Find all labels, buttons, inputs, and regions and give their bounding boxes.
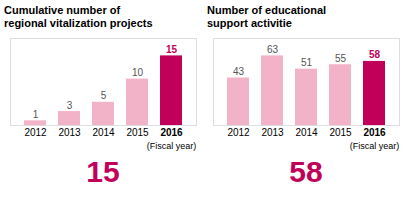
svg-text:(Fiscal year): (Fiscal year) <box>147 141 197 151</box>
svg-text:2016: 2016 <box>160 127 183 138</box>
svg-text:2013: 2013 <box>261 127 284 138</box>
svg-text:63: 63 <box>267 44 279 55</box>
svg-text:2016: 2016 <box>363 127 386 138</box>
svg-text:2014: 2014 <box>295 127 318 138</box>
svg-text:5: 5 <box>101 91 107 102</box>
html-text:Number of educational support: Number of educational support activitie <box>207 4 327 30</box>
svg-text:2013: 2013 <box>58 127 81 138</box>
svg-text:2012: 2012 <box>227 127 250 138</box>
svg-text:2012: 2012 <box>24 127 47 138</box>
svg-text:3: 3 <box>67 100 73 111</box>
html-text:Cumulative number of regional: Cumulative number of regional vitalizati… <box>4 4 153 30</box>
html-text:58: 58 <box>289 155 323 189</box>
svg-text:55: 55 <box>335 53 347 64</box>
svg-text:10: 10 <box>132 67 144 78</box>
svg-text:(Fiscal year): (Fiscal year) <box>350 141 400 151</box>
svg-text:15: 15 <box>166 44 178 55</box>
svg-text:43: 43 <box>233 66 245 77</box>
svg-text:2015: 2015 <box>126 127 149 138</box>
svg-text:1: 1 <box>33 109 39 120</box>
svg-text:51: 51 <box>301 58 313 69</box>
svg-text:2015: 2015 <box>329 127 352 138</box>
svg-text:2014: 2014 <box>92 127 115 138</box>
svg-text:58: 58 <box>369 50 381 61</box>
html-text:15: 15 <box>86 155 120 189</box>
